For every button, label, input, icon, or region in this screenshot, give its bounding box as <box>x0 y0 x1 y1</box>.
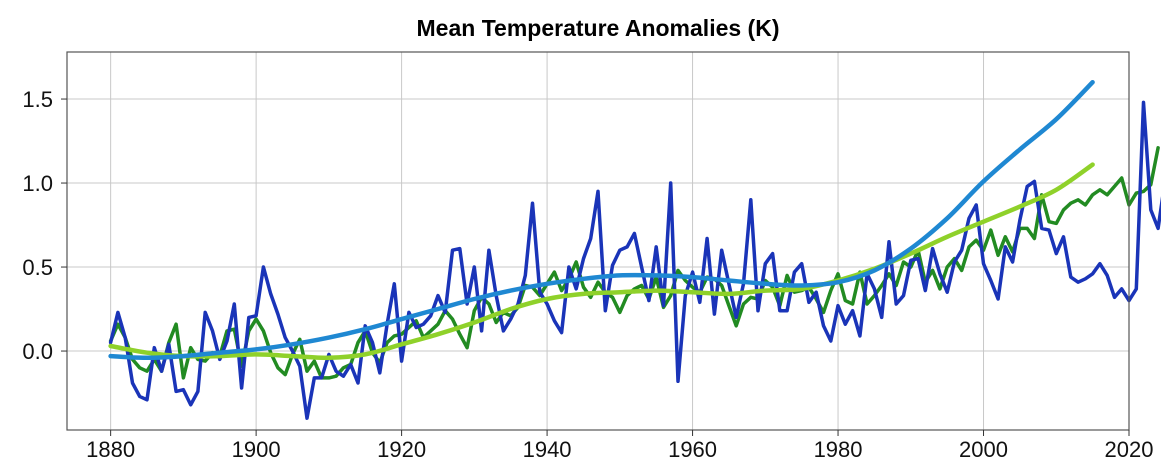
annual-line-series-0 <box>108 146 1160 380</box>
annual-line-series-1 <box>108 100 1161 420</box>
x-tick-label: 2000 <box>959 437 1008 461</box>
grid-lines <box>67 52 1129 430</box>
x-tick-label: 1900 <box>232 437 281 461</box>
data-series <box>108 79 1161 420</box>
trend-line-series-3 <box>108 79 1095 361</box>
trend-line-series-2 <box>108 162 1095 361</box>
y-tick-label: 1.0 <box>22 171 53 196</box>
y-tick-label: 1.5 <box>22 87 53 112</box>
x-tick-label: 1980 <box>814 437 863 461</box>
x-tick-label: 2020 <box>1105 437 1154 461</box>
y-tick-label: 0.0 <box>22 339 53 364</box>
x-tick-label: 1880 <box>86 437 135 461</box>
x-tick-label: 1960 <box>668 437 717 461</box>
y-tick-label: 0.5 <box>22 255 53 280</box>
chart-title: Mean Temperature Anomalies (K) <box>417 15 780 41</box>
plot-area-frame <box>66 51 1130 431</box>
x-tick-label: 1940 <box>523 437 572 461</box>
axis-ticks: 1880 1900 1920 1940 1960 1980 2000 2020 0.0 0.5 1.… <box>22 87 1153 461</box>
x-tick-label: 1920 <box>377 437 426 461</box>
